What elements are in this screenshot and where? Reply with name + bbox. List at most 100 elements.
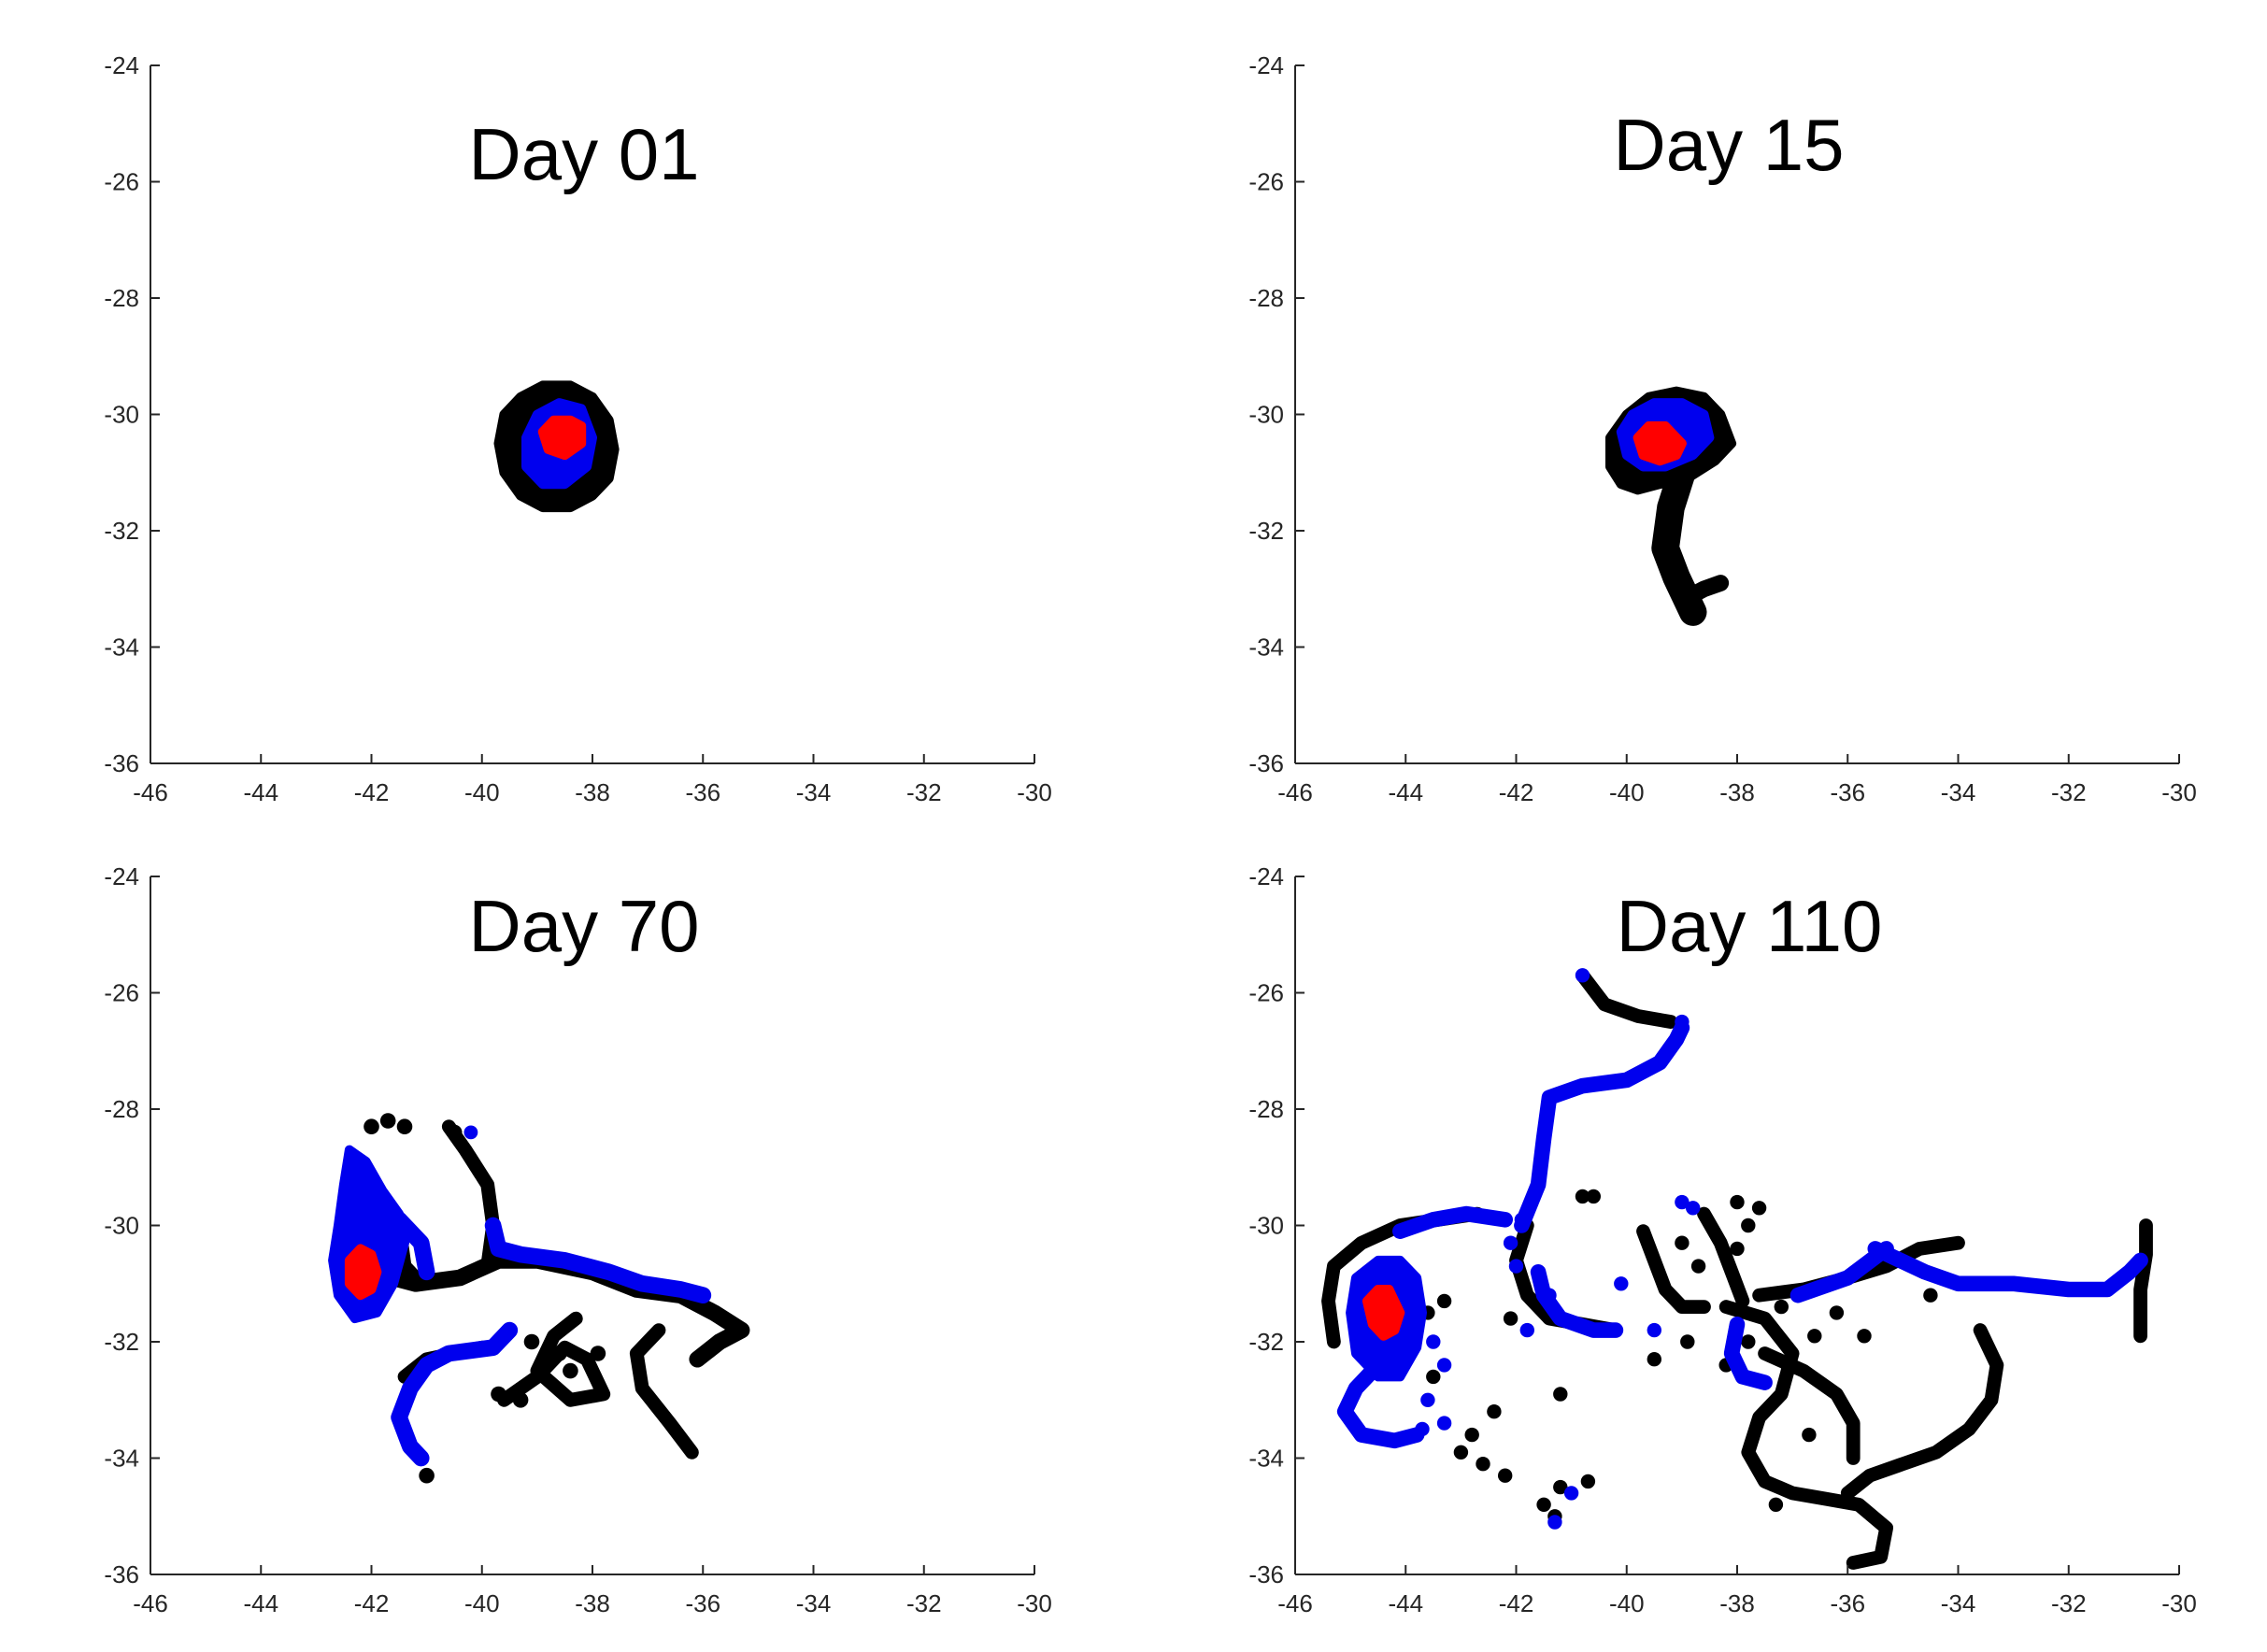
x-tick-label: -42 (1499, 1589, 1534, 1617)
x-tick-label: -46 (1277, 1589, 1313, 1617)
series-18-point-1 (1675, 1014, 1690, 1030)
series-10-point-25 (1751, 1201, 1767, 1216)
y-tick-label: -28 (104, 284, 139, 312)
y-tick-label: -32 (104, 517, 139, 545)
x-tick-label: -32 (906, 1589, 942, 1617)
series-6-point-3 (419, 1467, 435, 1484)
x-tick-label: -40 (1609, 1589, 1645, 1617)
series-10-point-11 (1476, 1457, 1490, 1472)
panel-day-70: -46 -44 -42 -40 -38 -36 -34 -32 -30 -24 -26 -28 -30 -… (104, 862, 1051, 1617)
series-10-point-4 (1553, 1479, 1568, 1495)
series-2-track (629, 1323, 699, 1460)
x-tick-label: -34 (1941, 1589, 1976, 1617)
series-14-track (1530, 1264, 1624, 1338)
x-tick-label: -40 (464, 1589, 500, 1617)
series-18-point-0 (1575, 968, 1590, 983)
x-tick-label: -36 (685, 1589, 720, 1617)
series-10-point-28 (1503, 1311, 1518, 1326)
series-6-point-10 (590, 1346, 606, 1361)
series-18-point-13 (1675, 1194, 1690, 1210)
series-10-point-12 (1498, 1468, 1513, 1483)
y-tick-label: -36 (104, 1560, 139, 1588)
x-tick-label: -46 (133, 778, 168, 806)
plot-area (1605, 386, 1737, 626)
series-8-track (1758, 1346, 1861, 1465)
series-9-track (484, 1217, 712, 1304)
x-tick-label: -38 (575, 1589, 610, 1617)
y-tick-label: -36 (1248, 1560, 1284, 1588)
series-6-point-1 (379, 1113, 396, 1129)
series-13-track (1336, 1357, 1425, 1449)
x-tick-label: -46 (133, 1589, 168, 1617)
y-tick-label: -32 (1248, 517, 1284, 545)
series-0-track (1575, 968, 1678, 1029)
series-18-point-3 (1563, 1486, 1579, 1501)
series-2-region (537, 415, 587, 461)
x-tick-label: -42 (354, 778, 390, 806)
y-tick-label: -34 (104, 634, 139, 662)
x-tick-label: -30 (1017, 1589, 1052, 1617)
series-10-point-23 (1730, 1241, 1745, 1257)
x-tick-label: -38 (1719, 778, 1755, 806)
series-6-point-0 (364, 1118, 379, 1134)
series-10-point-14 (1802, 1427, 1817, 1443)
y-tick-label: -32 (104, 1328, 139, 1356)
series-6-point-9 (523, 1333, 540, 1350)
series-18-point-17 (1514, 1212, 1530, 1228)
y-tick-label: -34 (1248, 1445, 1284, 1473)
x-tick-label: -36 (685, 778, 720, 806)
panel-title: Day 70 (468, 885, 699, 967)
panel-day-15: -46 -44 -42 -40 -38 -36 -34 -32 -30 -24 -26 -28 -30 -… (1248, 51, 2196, 806)
y-tick-label: -26 (104, 168, 139, 196)
series-6-track (1636, 1224, 1711, 1314)
plot-area (1321, 968, 2153, 1570)
x-tick-label: -36 (1830, 778, 1865, 806)
y-tick-label: -28 (1248, 1095, 1284, 1123)
series-10-point-1 (1586, 1189, 1602, 1204)
series-12-region (344, 1244, 382, 1301)
x-tick-label: -30 (2161, 778, 2197, 806)
series-10-point-32 (1426, 1369, 1441, 1385)
x-tick-label: -44 (1388, 778, 1423, 806)
series-18-point-15 (1508, 1259, 1524, 1274)
x-tick-label: -44 (243, 1589, 278, 1617)
series-4-track (1840, 1323, 2004, 1501)
y-tick-label: -34 (1248, 634, 1284, 662)
x-tick-label: -36 (1830, 1589, 1865, 1617)
y-tick-label: -30 (104, 401, 139, 429)
y-tick-label: -24 (1248, 51, 1284, 79)
series-18-point-8 (1420, 1392, 1435, 1408)
series-10-point-8 (1487, 1404, 1502, 1419)
y-tick-label: -36 (104, 749, 139, 777)
x-tick-label: -40 (1609, 778, 1645, 806)
series-10-point-21 (1857, 1329, 1872, 1344)
series-10-point-0 (1575, 1189, 1590, 1204)
panel-title: Day 01 (468, 113, 699, 195)
series-18-point-16 (1503, 1235, 1518, 1250)
series-18-point-10 (1415, 1421, 1430, 1437)
series-10-point-18 (1807, 1329, 1822, 1344)
y-tick-label: -36 (1248, 749, 1284, 777)
x-tick-label: -38 (575, 778, 610, 806)
series-10-point-26 (1730, 1194, 1745, 1210)
series-18-point-5 (1647, 1322, 1662, 1338)
series-6-point-2 (396, 1118, 413, 1134)
series-6-point-7 (551, 1346, 567, 1361)
x-tick-label: -32 (2051, 778, 2087, 806)
series-15-track (1867, 1241, 2148, 1298)
series-10-track (391, 1321, 519, 1467)
series-6-point-6 (512, 1392, 529, 1408)
series-1-track (441, 1119, 500, 1274)
y-tick-label: -30 (104, 1212, 139, 1240)
series-18-point-9 (1436, 1416, 1452, 1431)
series-10-point-10 (1453, 1445, 1469, 1460)
x-tick-label: -42 (1499, 778, 1534, 806)
series-4-region (1633, 420, 1687, 466)
x-tick-label: -30 (1017, 778, 1052, 806)
series-10-point-30 (1436, 1293, 1452, 1309)
series-18-point-2 (1547, 1515, 1562, 1530)
y-tick-label: -24 (104, 862, 139, 890)
series-18-point-14 (1686, 1201, 1701, 1216)
y-tick-label: -24 (1248, 862, 1284, 890)
